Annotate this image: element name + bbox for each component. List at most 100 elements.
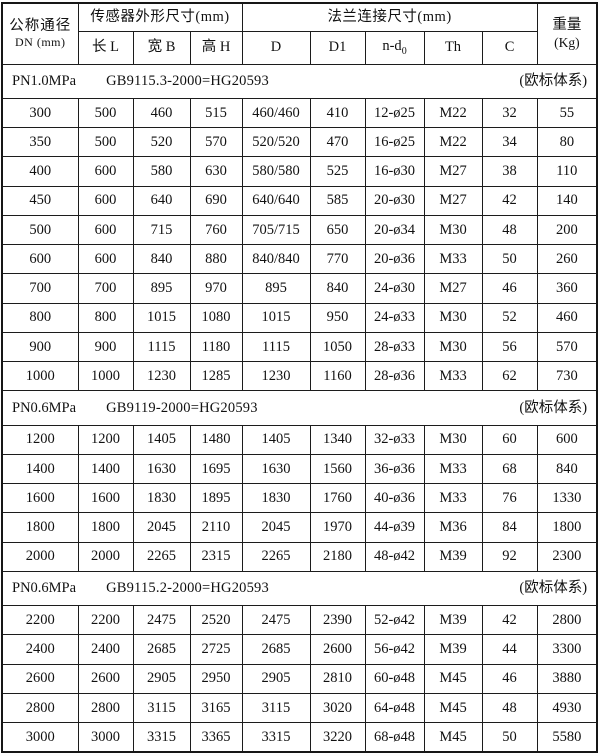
cell-c: 50: [481, 244, 538, 275]
cell-height-h: 570: [189, 127, 243, 158]
cell-th: M30: [423, 424, 483, 455]
header-weight-unit: (Kg): [554, 35, 580, 51]
table-row-dn-500: 500 600 715 760 705/715 650 20-ø34 M30 48 200: [1, 214, 598, 246]
cell-dn: 800: [1, 302, 79, 333]
cell-d: 3115: [241, 692, 311, 724]
cell-n-d0: 60-ø48: [364, 663, 425, 694]
header-cell-dn: 公称通径 DN (mm): [1, 2, 79, 65]
cell-d1: 1760: [309, 483, 366, 514]
cell-dn: 600: [1, 244, 79, 275]
cell-n-d0: 28-ø36: [364, 361, 425, 392]
cell-height-h: 3165: [189, 692, 243, 724]
cell-d: 1230: [241, 361, 311, 392]
cell-length-l: 600: [77, 214, 134, 246]
header-cell-sensor-group: 传感器外形尺寸(mm): [77, 2, 243, 32]
section-standard-code: GB9115.3-2000=HG20593: [106, 72, 269, 89]
cell-c: 48: [481, 214, 538, 246]
cell-c: 60: [481, 424, 538, 455]
cell-dn: 1400: [1, 453, 79, 485]
cell-width-b: 715: [132, 214, 191, 246]
cell-n-d0: 48-ø42: [364, 541, 425, 572]
table-row-dn-800: 800 800 1015 1080 1015 950 24-ø33 M30 52 460: [1, 302, 598, 333]
cell-th: M45: [423, 663, 483, 694]
cell-n-d0: 64-ø48: [364, 692, 425, 724]
table-row-dn-1800: 1800 1800 2045 2110 2045 1970 44-ø39 M36 84 1800: [1, 512, 598, 543]
table-row-dn-700: 700 700 895 970 895 840 24-ø30 M27 46 360: [1, 273, 598, 304]
cell-dn: 900: [1, 331, 79, 363]
cell-n-d0: 32-ø33: [364, 424, 425, 455]
cell-weight: 840: [536, 453, 598, 485]
cell-c: 84: [481, 512, 538, 543]
cell-n-d0: 24-ø33: [364, 302, 425, 333]
cell-d: 460/460: [241, 97, 311, 129]
cell-width-b: 2685: [132, 634, 191, 665]
cell-width-b: 1015: [132, 302, 191, 333]
cell-c: 46: [481, 663, 538, 694]
header-cell-d: D: [241, 30, 311, 65]
cell-c: 38: [481, 156, 538, 187]
cell-length-l: 1000: [77, 361, 134, 392]
cell-c: 46: [481, 273, 538, 304]
cell-weight: 570: [536, 331, 598, 363]
cell-dn: 400: [1, 156, 79, 187]
cell-weight: 2300: [536, 541, 598, 572]
cell-width-b: 1230: [132, 361, 191, 392]
cell-th: M27: [423, 185, 483, 216]
cell-n-d0: 36-ø36: [364, 453, 425, 485]
section-pressure-rating: PN0.6MPa: [12, 399, 77, 416]
cell-weight: 140: [536, 185, 598, 216]
cell-length-l: 600: [77, 185, 134, 216]
cell-width-b: 520: [132, 127, 191, 158]
cell-dn: 350: [1, 127, 79, 158]
cell-length-l: 1400: [77, 453, 134, 485]
cell-length-l: 1200: [77, 424, 134, 455]
cell-height-h: 1695: [189, 453, 243, 485]
cell-width-b: 1630: [132, 453, 191, 485]
cell-d: 2475: [241, 605, 311, 636]
cell-d: 2265: [241, 541, 311, 572]
cell-weight: 2800: [536, 605, 598, 636]
cell-d1: 840: [309, 273, 366, 304]
cell-height-h: 3365: [189, 722, 243, 753]
cell-th: M27: [423, 156, 483, 187]
cell-height-h: 760: [189, 214, 243, 246]
header-cell-n-d0: n-d0: [364, 30, 425, 65]
cell-c: 32: [481, 97, 538, 129]
cell-length-l: 600: [77, 244, 134, 275]
cell-dn: 1000: [1, 361, 79, 392]
cell-length-l: 2800: [77, 692, 134, 724]
header-nd-subscript: 0: [401, 45, 407, 57]
cell-width-b: 580: [132, 156, 191, 187]
cell-dn: 2600: [1, 663, 79, 694]
cell-th: M33: [423, 244, 483, 275]
cell-d1: 770: [309, 244, 366, 275]
section-note: (欧标体系): [519, 399, 588, 416]
header-cell-width-b: 宽 B: [132, 30, 191, 65]
cell-width-b: 2265: [132, 541, 191, 572]
cell-d1: 2600: [309, 634, 366, 665]
cell-n-d0: 12-ø25: [364, 97, 425, 129]
cell-d: 2045: [241, 512, 311, 543]
cell-height-h: 1285: [189, 361, 243, 392]
cell-d1: 1560: [309, 453, 366, 485]
cell-dn: 2000: [1, 541, 79, 572]
cell-dn: 1200: [1, 424, 79, 455]
cell-width-b: 2475: [132, 605, 191, 636]
table-row-dn-900: 900 900 1115 1180 1115 1050 28-ø33 M30 56 570: [1, 331, 598, 363]
table-row-dn-350: 350 500 520 570 520/520 470 16-ø25 M22 34 80: [1, 127, 598, 158]
cell-n-d0: 52-ø42: [364, 605, 425, 636]
cell-d: 580/580: [241, 156, 311, 187]
cell-width-b: 1830: [132, 483, 191, 514]
cell-dn: 2200: [1, 605, 79, 636]
cell-dn: 450: [1, 185, 79, 216]
cell-th: M39: [423, 634, 483, 665]
cell-length-l: 2600: [77, 663, 134, 694]
cell-d1: 1160: [309, 361, 366, 392]
cell-height-h: 2520: [189, 605, 243, 636]
cell-width-b: 1115: [132, 331, 191, 363]
cell-d: 3315: [241, 722, 311, 753]
section-header-cell: (欧标体系) PN0.6MPa GB9119-2000=HG20593: [1, 390, 598, 426]
section-standard-code: GB9119-2000=HG20593: [106, 399, 258, 416]
header-cell-d1: D1: [309, 30, 366, 65]
